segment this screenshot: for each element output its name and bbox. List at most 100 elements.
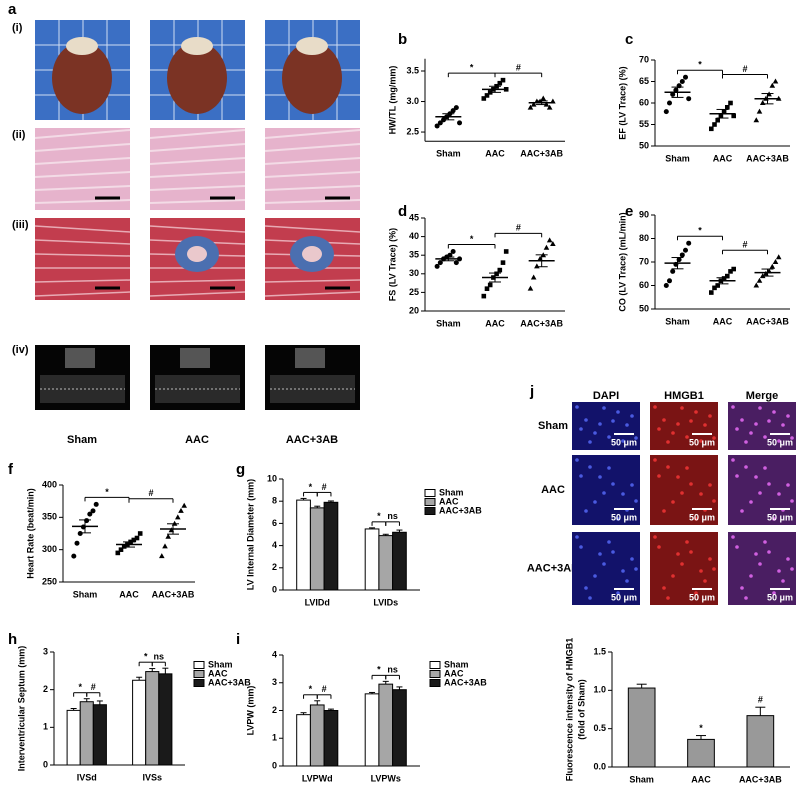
nucleus: [786, 557, 790, 561]
row-label: Sham: [538, 420, 568, 432]
x-tick-label: IVSd: [77, 772, 97, 782]
heart: [167, 42, 227, 114]
data-point: [667, 278, 672, 284]
fiber: [149, 157, 246, 165]
echo-view: [295, 348, 325, 368]
nucleus: [786, 483, 790, 487]
data-point: [721, 276, 727, 281]
heart: [52, 42, 112, 114]
data-point: [494, 271, 499, 277]
x-tick-label: AAC: [485, 318, 505, 328]
data-point: [450, 108, 456, 114]
data-point: [530, 274, 537, 280]
echo-trace: [155, 375, 240, 403]
echo-view: [180, 348, 210, 368]
data-point: [683, 247, 688, 253]
nucleus: [584, 418, 588, 422]
y-tick-label: 60: [639, 280, 649, 290]
data-point: [715, 283, 720, 288]
data-point: [712, 122, 717, 127]
nucleus: [621, 569, 625, 573]
nucleus: [763, 435, 767, 439]
data-point: [769, 263, 776, 269]
nucleus: [602, 562, 606, 566]
data-point: [162, 543, 168, 549]
fiber: [34, 157, 131, 165]
legend-swatch: [424, 489, 436, 497]
nucleus: [735, 474, 739, 478]
data-point: [663, 109, 669, 115]
bar: [392, 689, 407, 767]
bar: [323, 501, 339, 591]
data-point: [731, 113, 736, 119]
fluorescence-image: [728, 532, 796, 605]
data-point: [118, 547, 124, 552]
nucleus: [579, 545, 583, 549]
bar: [309, 507, 325, 591]
nucleus: [740, 586, 744, 590]
nucleus: [699, 439, 703, 443]
data-point: [543, 244, 550, 250]
y-tick-label: 3: [272, 677, 277, 687]
data-point: [437, 120, 443, 126]
sig-label: *: [470, 63, 474, 73]
nucleus: [611, 419, 615, 423]
fiber: [264, 199, 361, 204]
fiber: [149, 129, 246, 139]
data-point: [500, 77, 506, 83]
data-point: [181, 502, 187, 508]
fluorescence-image: [572, 402, 640, 450]
x-tick-label: AAC+3AB: [746, 153, 789, 163]
y-tick-label: 90: [639, 209, 649, 219]
nucleus: [630, 483, 634, 487]
fluorescence-image: [572, 532, 640, 605]
column-header: HMGB1: [664, 390, 704, 402]
sig-label: *: [309, 482, 313, 492]
y-tick-label: 20: [409, 305, 419, 315]
y-tick-label: 60: [639, 97, 649, 107]
nucleus: [680, 562, 684, 566]
y-tick-label: 300: [42, 544, 57, 554]
legend-swatch: [193, 679, 205, 687]
data-point: [753, 282, 760, 288]
nucleus: [790, 499, 794, 503]
nucleus: [708, 483, 712, 487]
row-label: (iii): [12, 219, 29, 231]
nucleus: [694, 591, 698, 595]
nucleus: [676, 552, 680, 556]
nucleus: [616, 410, 620, 414]
y-tick-label: 0: [43, 759, 48, 769]
nucleus: [671, 431, 675, 435]
panel-letter: j: [529, 383, 534, 400]
nucleus: [689, 419, 693, 423]
bar: [746, 715, 775, 768]
sig-label: *: [377, 665, 381, 675]
data-point: [137, 531, 143, 536]
column-label: AAC+3AB: [286, 434, 338, 446]
fluorescence-image: [650, 455, 718, 525]
sig-label: #: [742, 64, 747, 74]
vessel: [302, 246, 322, 262]
nucleus: [584, 509, 588, 513]
legend-label: Sham: [439, 487, 464, 497]
nucleus: [680, 491, 684, 495]
nucleus: [749, 500, 753, 504]
data-point: [769, 82, 776, 88]
x-tick-label: IVSs: [142, 772, 162, 782]
nucleus: [671, 500, 675, 504]
nucleus: [653, 405, 657, 409]
data-point: [77, 531, 83, 536]
he-stain: [265, 128, 360, 210]
nucleus: [657, 545, 661, 549]
nucleus: [767, 482, 771, 486]
data-point: [753, 117, 760, 123]
data-point: [709, 290, 714, 295]
fiber: [34, 185, 131, 191]
nucleus: [621, 439, 625, 443]
fluorescence-image: [728, 455, 796, 525]
y-tick-label: 50: [639, 303, 649, 313]
data-point: [686, 240, 692, 246]
heart: [282, 42, 342, 114]
y-tick-label: 0: [272, 584, 277, 594]
nucleus: [575, 458, 579, 462]
